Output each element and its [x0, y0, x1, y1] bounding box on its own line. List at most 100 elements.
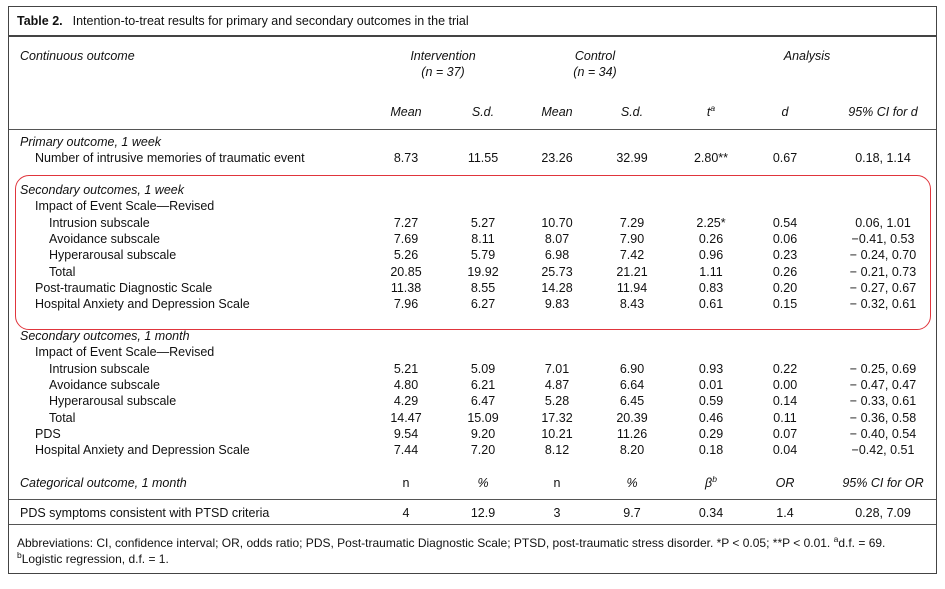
week-row-cell: 7.90	[619, 231, 645, 246]
week-row-label: Hospital Anxiety and Depression Scale	[35, 297, 250, 312]
week-row-cell: 6.27	[470, 297, 496, 312]
week-row-cell: 0.06, 1.01	[855, 215, 911, 230]
categorical-row-label: PDS symptoms consistent with PTSD criter…	[20, 506, 270, 520]
month-row-cell: 8.20	[619, 443, 645, 458]
week-row-label: Avoidance subscale	[49, 231, 160, 246]
col-sd-control: S.d.	[620, 105, 644, 119]
table-title: Intention-to-treat results for primary a…	[72, 14, 469, 28]
month-row-cell: − 0.36, 0.58	[849, 410, 917, 425]
week-row-cell: 7.96	[393, 297, 419, 312]
month-row-cell: 11.26	[616, 426, 648, 441]
month-row-label: Hospital Anxiety and Depression Scale	[35, 443, 250, 458]
week-row-cell: 25.73	[541, 264, 573, 279]
month-row-label: Impact of Event Scale—Revised	[35, 345, 215, 360]
week-row-cell: 8.07	[544, 231, 570, 246]
month-row-cell: 9.20	[470, 426, 496, 441]
month-row-cell: 0.93	[698, 361, 724, 376]
month-row-cell: 6.45	[619, 394, 645, 409]
week-row-cell: − 0.27, 0.67	[849, 280, 917, 295]
footnote: Abbreviations: CI, confidence interval; …	[17, 534, 886, 566]
week-row-cell: 0.26	[772, 264, 798, 279]
control-n: (n = 34)	[573, 65, 617, 79]
month-row-cell: 0.18	[698, 443, 724, 458]
month-row-cell: 6.21	[470, 377, 496, 392]
month-row-cell: 14.47	[390, 410, 422, 425]
month-row-cell: 9.54	[393, 426, 419, 441]
week-row-cell: −0.41, 0.53	[851, 231, 915, 246]
secondary-week-heading: Secondary outcomes, 1 week	[20, 183, 184, 197]
month-row-cell: − 0.33, 0.61	[849, 394, 917, 409]
month-row-cell: 6.64	[619, 377, 645, 392]
categorical-col: %	[626, 476, 638, 490]
primary-outcome-heading: Primary outcome, 1 week	[20, 135, 162, 149]
month-row-cell: 20.39	[616, 410, 648, 425]
month-row-cell: 10.21	[541, 426, 573, 441]
month-row-cell: 0.04	[772, 443, 798, 458]
week-row-cell: 20.85	[390, 264, 422, 279]
month-row-cell: 4.87	[544, 377, 570, 392]
categorical-rule	[9, 499, 936, 500]
categorical-row-cell: 4	[402, 506, 410, 520]
categorical-row-cell: 1.4	[776, 506, 794, 520]
week-row-cell: 11.94	[616, 280, 648, 295]
week-row-cell: 19.92	[467, 264, 499, 279]
week-row-cell: 0.96	[698, 248, 724, 263]
month-row-cell: 0.46	[698, 410, 724, 425]
week-row-cell: 7.27	[393, 215, 419, 230]
col-d: d	[781, 105, 789, 119]
week-row-label: Post-traumatic Diagnostic Scale	[35, 280, 213, 295]
col-ci-d: 95% CI for d	[848, 105, 918, 119]
analysis-header: Analysis	[783, 49, 831, 63]
month-row-label: PDS	[35, 426, 61, 441]
month-row-cell: 5.28	[544, 394, 570, 409]
week-row-cell: 0.06	[772, 231, 798, 246]
month-row-cell: 5.21	[393, 361, 419, 376]
week-row-label: Total	[49, 264, 76, 279]
week-row-cell: 7.69	[393, 231, 419, 246]
primary-row-cell: 2.80**	[693, 151, 729, 166]
categorical-row-cell: 0.34	[698, 506, 724, 520]
col-sd-intervention: S.d.	[471, 105, 495, 119]
primary-row-cell: 23.26	[541, 151, 573, 166]
month-row-cell: 6.47	[470, 394, 496, 409]
month-row-cell: 0.11	[773, 410, 797, 425]
month-row-cell: 15.09	[467, 410, 499, 425]
month-row-cell: −0.42, 0.51	[851, 443, 915, 458]
week-row-cell: 9.83	[544, 297, 570, 312]
categorical-heading: Categorical outcome, 1 month	[20, 476, 187, 490]
week-row-label: Intrusion subscale	[49, 215, 150, 230]
month-row-cell: 8.12	[544, 443, 570, 458]
categorical-col: βb	[705, 473, 717, 490]
secondary-month-heading: Secondary outcomes, 1 month	[20, 329, 190, 343]
categorical-col: OR	[775, 476, 795, 490]
col-t: ta	[706, 102, 716, 119]
control-header: Control	[574, 49, 616, 63]
week-row-cell: 5.79	[470, 248, 496, 263]
primary-row-cell: 8.73	[393, 151, 419, 166]
week-row-label: Impact of Event Scale—Revised	[35, 199, 215, 214]
header-rule	[9, 129, 936, 130]
week-row-cell: − 0.24, 0.70	[849, 248, 917, 263]
week-row-cell: 14.28	[541, 280, 573, 295]
month-row-cell: 6.90	[619, 361, 645, 376]
results-table: Table 2. Intention-to-treat results for p…	[8, 6, 937, 574]
month-row-cell: 7.20	[470, 443, 496, 458]
week-row-cell: 0.83	[698, 280, 724, 295]
week-row-cell: 0.61	[698, 297, 724, 312]
month-row-cell: 5.09	[470, 361, 496, 376]
week-row-label: Hyperarousal subscale	[49, 248, 177, 263]
month-row-cell: 0.29	[698, 426, 724, 441]
week-row-cell: 5.26	[393, 248, 419, 263]
primary-row-cell: 0.18, 1.14	[855, 151, 911, 166]
categorical-col: %	[477, 476, 489, 490]
table-label: Table 2.	[17, 14, 63, 28]
month-row-cell: − 0.47, 0.47	[849, 377, 917, 392]
primary-row-cell: 0.67	[772, 151, 798, 166]
month-row-label: Total	[49, 410, 76, 425]
month-row-label: Intrusion subscale	[49, 361, 150, 376]
categorical-row-cell: 12.9	[470, 506, 496, 520]
week-row-cell: 0.20	[772, 280, 798, 295]
week-row-cell: − 0.21, 0.73	[849, 264, 917, 279]
week-row-cell: 6.98	[544, 248, 570, 263]
categorical-row-cell: 0.28, 7.09	[855, 506, 911, 520]
